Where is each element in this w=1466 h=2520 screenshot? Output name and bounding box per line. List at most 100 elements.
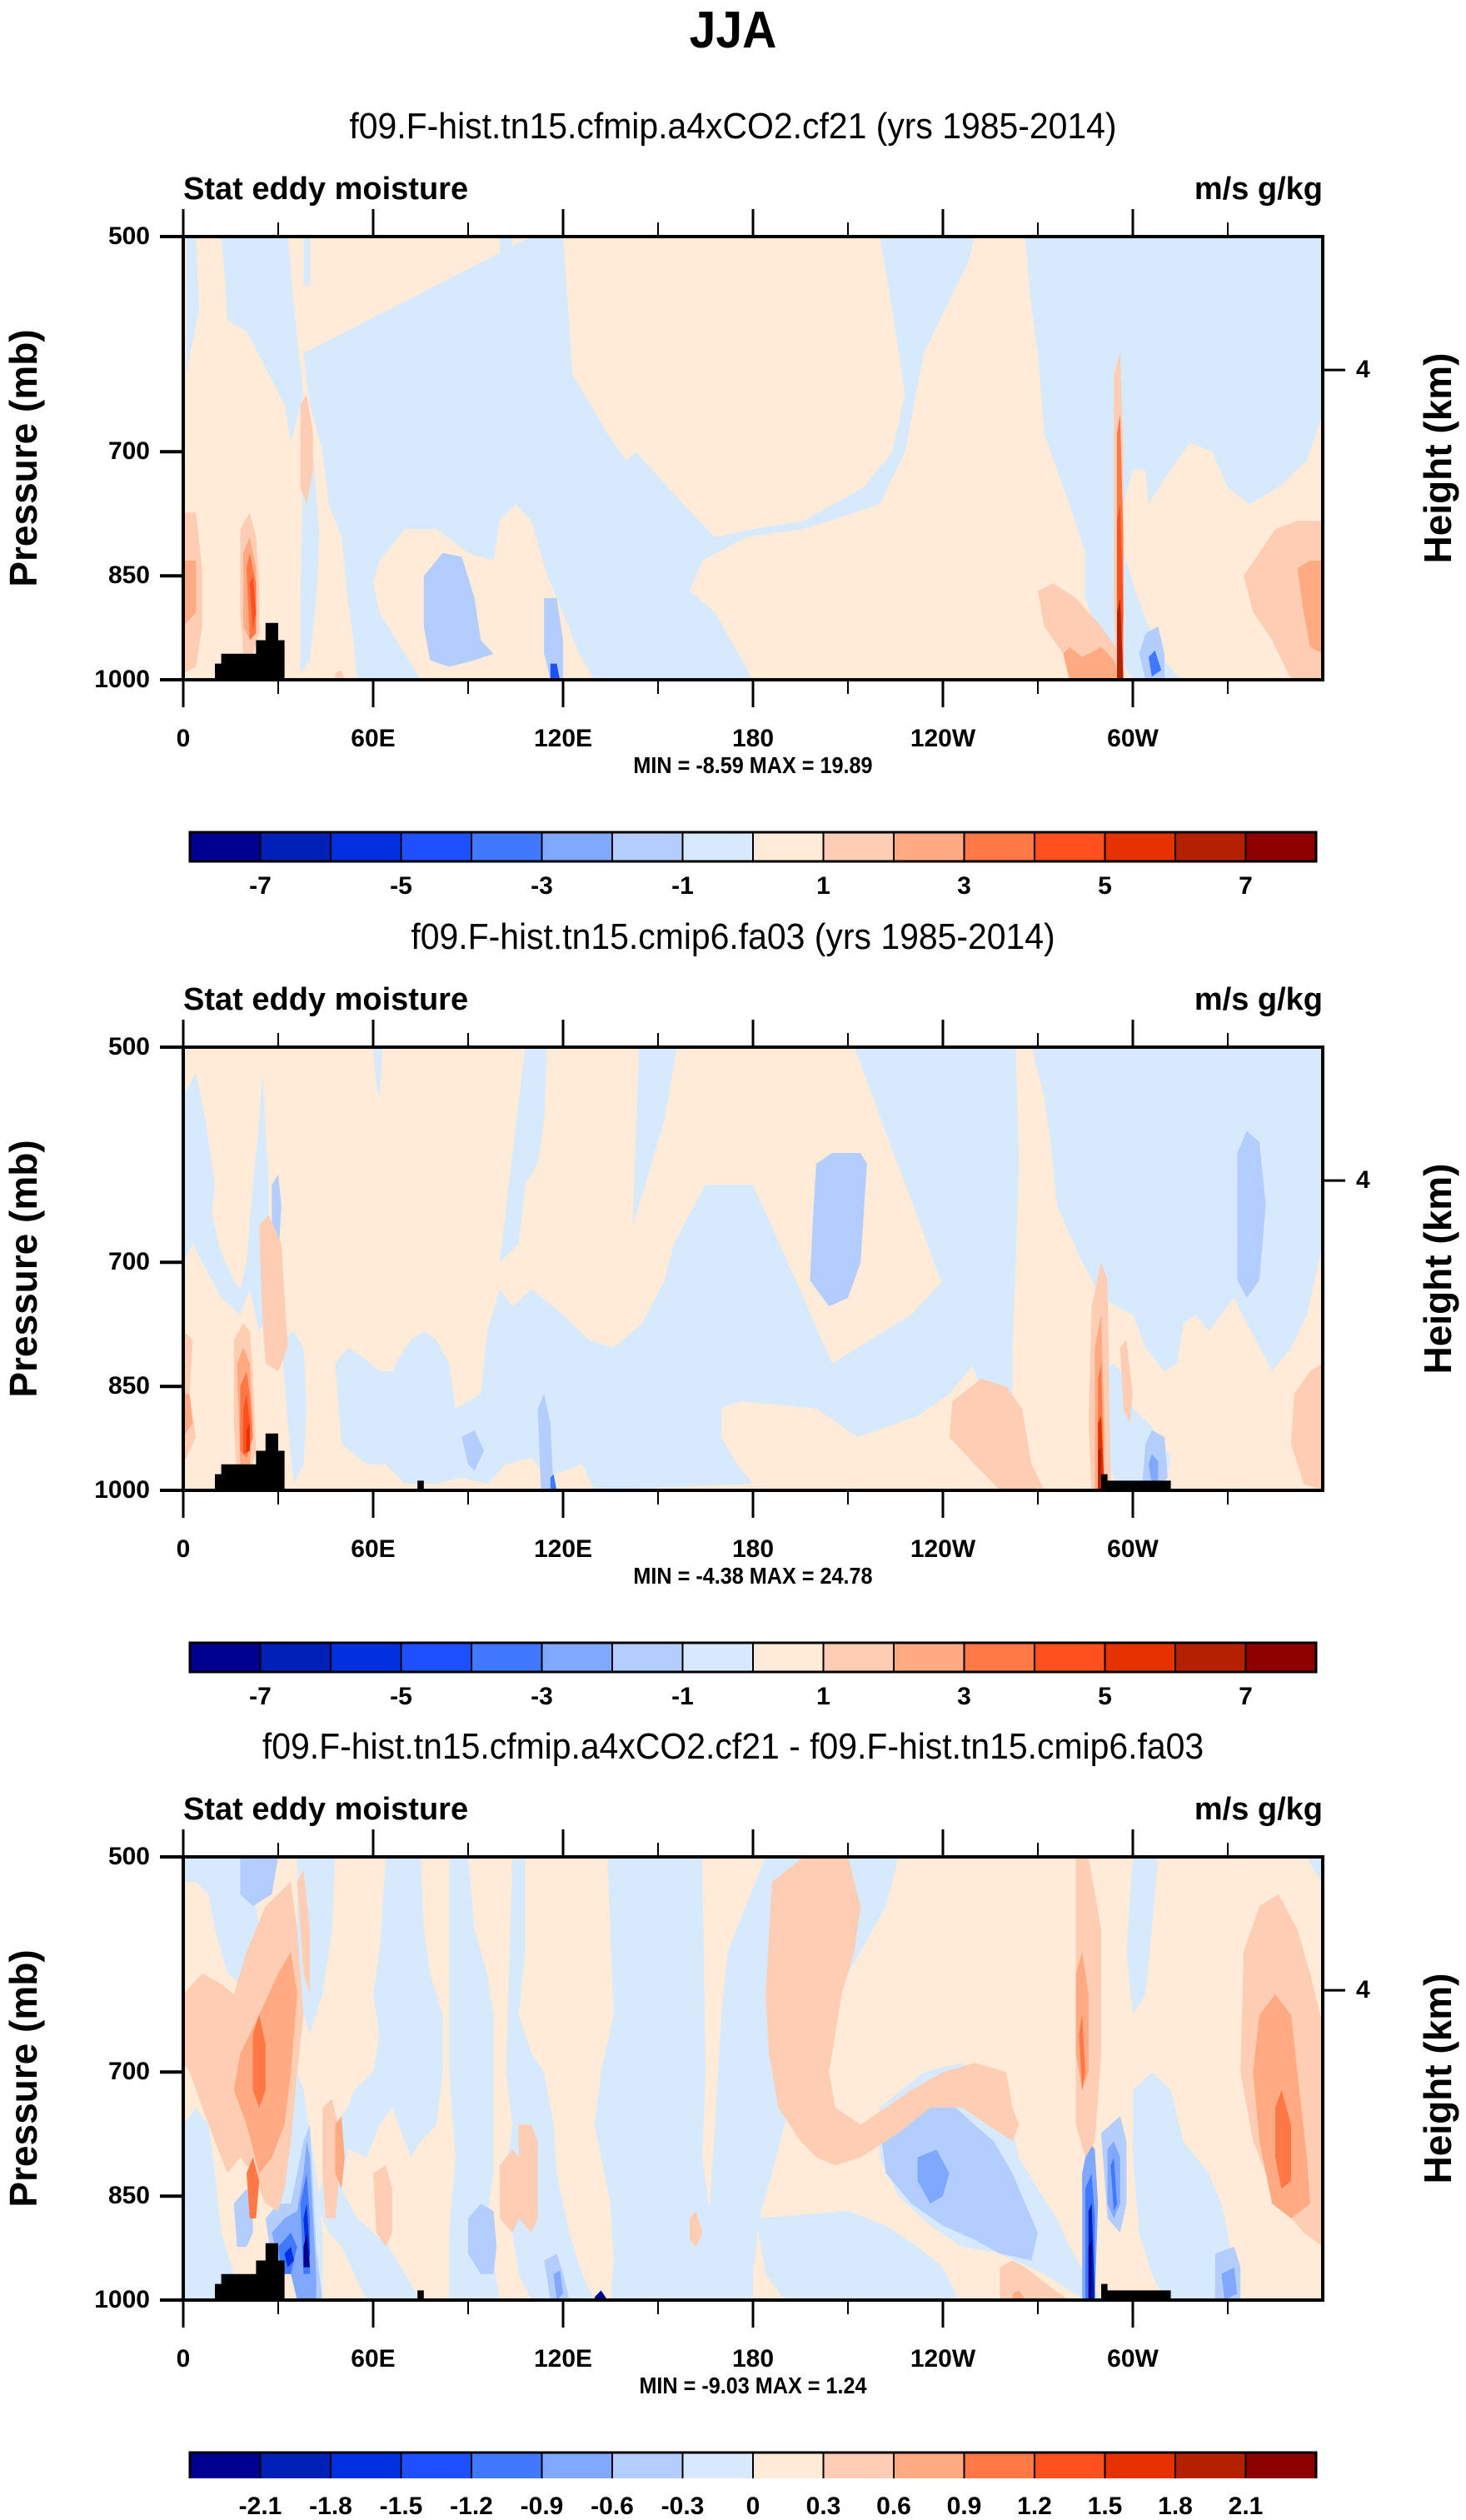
colorbar-box (471, 2452, 543, 2478)
colorbar-box (259, 2452, 332, 2478)
contour-region (537, 1394, 554, 1490)
x-tick-label: 60W (1107, 1535, 1159, 1563)
x-tick-label: 120W (910, 2345, 976, 2373)
colorbar-box (963, 2452, 1035, 2478)
x-tick-label: 0 (176, 725, 191, 752)
contour-region (917, 2149, 950, 2204)
colorbar-box (1244, 2452, 1317, 2478)
colorbar-box (611, 831, 684, 862)
y-tick-label: 700 (107, 437, 150, 466)
panel-2 (160, 1020, 1345, 1518)
contour-region (300, 452, 320, 674)
contour-region (500, 2149, 519, 2233)
contour-region (706, 1857, 899, 2300)
x-tick-label: 60W (1107, 725, 1159, 752)
contour-region (1237, 1130, 1266, 1298)
colorbar-box (752, 1642, 825, 1673)
colorbar-label: 1 (816, 872, 830, 900)
contour-region (1244, 521, 1323, 680)
contour-region (595, 2290, 608, 2300)
y-right-tick-label: 4 (1356, 1976, 1370, 2004)
contour-region (1119, 1340, 1133, 1424)
colorbar-box (963, 1642, 1035, 1673)
colorbar-label: -7 (249, 1683, 272, 1710)
colorbar-box (541, 1642, 613, 1673)
contour-region (186, 237, 199, 375)
contour-region (550, 1474, 557, 1490)
contour-region (1221, 2267, 1238, 2300)
orography-mask (215, 622, 285, 680)
colorbar-box (1174, 831, 1247, 862)
colorbar-box (330, 831, 402, 862)
colorbar-box (893, 831, 965, 862)
colorbar-label: 3 (957, 872, 971, 900)
contour-region (284, 2247, 294, 2268)
contour-region (1149, 1454, 1159, 1485)
colorbar-box (471, 1642, 543, 1673)
colorbar-box (1104, 831, 1176, 862)
y-tick-label: 850 (107, 1372, 150, 1400)
colorbar-label: 1 (816, 1683, 830, 1710)
contour-region (1275, 2089, 1291, 2189)
y-tick-label: 500 (107, 1033, 150, 1060)
contour-region (423, 552, 494, 667)
contour-region (247, 2157, 260, 2218)
panel-title: f09.F-hist.tn15.cmip6.fa03 (yrs 1985-201… (411, 916, 1055, 957)
y-tick-label: 1000 (94, 2286, 150, 2313)
contour-region (373, 1047, 383, 1097)
contour-region (1117, 597, 1124, 680)
colorbar-box (1034, 2452, 1106, 2478)
contour-region (1126, 1857, 1159, 2015)
colorbar-frame (188, 831, 1318, 863)
contour-region (461, 1430, 484, 1471)
colorbar-box (189, 831, 262, 862)
colorbar-label: 3 (957, 1683, 971, 1710)
min-max-stats: MIN = -8.59 MAX = 19.89 (633, 752, 873, 778)
panel-title: f09.F-hist.tn15.cfmip.a4xCO2.cf21 - f09.… (262, 1726, 1204, 1767)
colorbar-label: -7 (249, 872, 272, 900)
contour-region (949, 1379, 1045, 1490)
colorbar-frame (188, 2451, 1318, 2478)
y-axis-title-right: Height (km) (1416, 1163, 1459, 1375)
colorbar-box (541, 831, 613, 862)
colorbar (188, 2451, 1318, 2478)
x-tick-label: 120W (910, 1535, 976, 1563)
left-string: Stat eddy moisture (183, 172, 469, 207)
contour-region (1307, 1857, 1323, 1883)
min-max-stats: MIN = -4.38 MAX = 24.78 (633, 1563, 873, 1589)
colorbar-box (1174, 1642, 1247, 1673)
contour-region (183, 1072, 269, 1332)
x-tick-label: 120E (533, 725, 593, 752)
contour-region (1291, 1363, 1323, 1490)
colorbar-label: 2.1 (1228, 2493, 1264, 2520)
y-axis-title: Pressure (mb) (2, 1949, 45, 2208)
colorbar-label: -5 (390, 872, 412, 900)
colorbar-box (1034, 1642, 1106, 1673)
colorbar-label: -3 (531, 1683, 553, 1710)
contour-region (322, 2098, 339, 2218)
contour-region (632, 1047, 677, 1225)
contour-region (183, 2107, 234, 2300)
contour-region (1079, 2014, 1085, 2090)
colorbar-box (822, 2452, 895, 2478)
colorbar-box (963, 831, 1035, 862)
contour-region (1110, 2157, 1117, 2212)
contour-region (221, 237, 304, 443)
contour-region (595, 1857, 737, 2300)
contour-region (755, 2211, 959, 2300)
y-tick-label: 1000 (94, 666, 150, 693)
colorbar-box (330, 2452, 402, 2478)
contour-region (1149, 650, 1162, 677)
x-tick-label: 180 (731, 2345, 775, 2373)
colorbar-box (893, 2452, 965, 2478)
colorbar-label: -5 (390, 1683, 412, 1710)
left-string: Stat eddy moisture (183, 1792, 469, 1827)
contour-region (1133, 2072, 1234, 2300)
x-tick-label: 0 (176, 1535, 191, 1563)
colorbar-box (681, 2452, 754, 2478)
x-tick-label: 60W (1107, 2345, 1159, 2373)
contour-region (249, 576, 257, 631)
colorbar-box (259, 1642, 332, 1673)
colorbar-box (1104, 2452, 1176, 2478)
contour-region (300, 394, 313, 505)
